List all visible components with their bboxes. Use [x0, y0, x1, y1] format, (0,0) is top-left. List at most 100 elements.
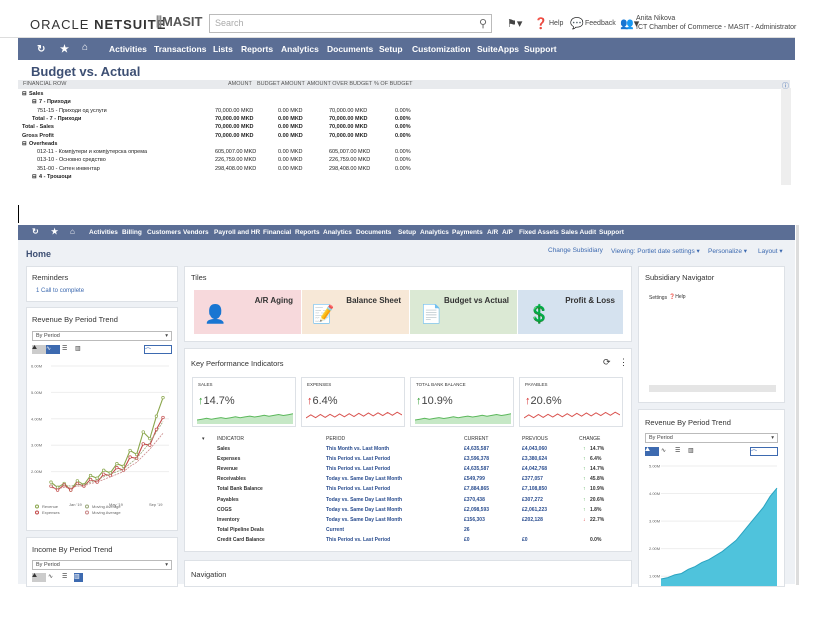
personalize-dropdown[interactable]: Personalize ▾ — [708, 248, 748, 255]
report-row[interactable]: Gross Profit 70,000.00 MKD 0.00 MKD 70,000.… — [22, 133, 782, 141]
collapse-toggle-icon[interactable]: ⊟ — [32, 99, 37, 106]
line-chart-icon[interactable]: ∿ — [46, 345, 60, 354]
tile-profit-loss[interactable]: Profit & Loss 💲 — [518, 290, 623, 334]
nav-activities[interactable]: Activities — [89, 229, 118, 236]
report-row[interactable]: ⊟ 4 - Трошоци — [22, 174, 782, 182]
report-row[interactable]: 012-11 - Компјутери и компјутерска опрем… — [22, 149, 782, 157]
report-row[interactable]: 013-10 - Основно средство 226,759.00 MKD 0… — [22, 157, 782, 165]
more-options-icon[interactable]: ⋮ — [619, 357, 628, 367]
kpi-period[interactable]: This Period vs. Last Period — [326, 536, 391, 543]
role-switch-icon[interactable]: 👥▾ — [620, 18, 640, 30]
star-icon[interactable]: ★ — [51, 227, 59, 236]
kpi-box[interactable]: EXPENSES ↑6.4% — [301, 377, 405, 427]
nav-suiteapps[interactable]: SuiteApps — [477, 44, 520, 54]
change-subsidiary-link[interactable]: Change Subsidiary — [548, 247, 603, 254]
report-row[interactable]: ⊟ Sales — [22, 91, 782, 99]
nav-activities[interactable]: Activities — [109, 44, 147, 54]
nav-customization[interactable]: Customization — [412, 44, 471, 54]
bar-h-chart-icon[interactable]: ☰ — [62, 574, 68, 580]
kpi-row[interactable]: Sales This Month vs. Last Month £4,635,587… — [185, 446, 625, 455]
trend-toggle-icon[interactable]: ⌒ — [750, 447, 778, 457]
nav-setup[interactable]: Setup — [379, 44, 403, 54]
layout-dropdown[interactable]: Layout ▾ — [758, 248, 783, 255]
nav-billing[interactable]: Billing — [122, 229, 142, 236]
oracle-netsuite-logo[interactable]: ORACLE NETSUITE — [30, 17, 167, 32]
search-icon[interactable]: ⚲ — [478, 18, 487, 30]
reminder-item[interactable]: 1 Call to complete — [36, 288, 85, 294]
report-row[interactable]: Total - 7 - Приходи 70,000.00 MKD 0.00 MKD… — [22, 116, 782, 124]
kpi-period[interactable]: This Period vs. Last Period — [326, 466, 391, 473]
nav-support[interactable]: Support — [524, 44, 557, 54]
nav-reports[interactable]: Reports — [241, 44, 274, 54]
kpi-row[interactable]: Receivables Today vs. Same Day Last Month… — [185, 476, 625, 485]
nav-financial[interactable]: Financial — [263, 229, 292, 236]
nav-vendors[interactable]: Vendors — [183, 229, 209, 236]
nav-setup[interactable]: Setup — [398, 229, 417, 236]
kpi-row[interactable]: Expenses This Period vs. Last Period £3,59… — [185, 456, 625, 465]
nav-fixed-assets[interactable]: Fixed Assets — [519, 229, 559, 236]
column-chart-icon[interactable]: ▥ — [75, 346, 81, 352]
nav-a-r[interactable]: A/R — [487, 229, 499, 236]
nav-analytics[interactable]: Analytics — [323, 229, 352, 236]
kpi-period[interactable]: Today vs. Same Day Last Month — [326, 496, 403, 503]
col-financial-row[interactable]: FINANCIAL ROW — [23, 81, 67, 87]
kpi-row[interactable]: COGS Today vs. Same Day Last Month £2,098,… — [185, 507, 625, 516]
period-select[interactable]: By Period ▾ — [645, 433, 778, 443]
nav-a-p[interactable]: A/P — [502, 229, 513, 236]
kpi-box[interactable]: SALES ↑14.7% — [192, 377, 296, 427]
kpi-row[interactable]: Total Bank Balance This Period vs. Last P… — [185, 486, 625, 495]
col-budget-amount[interactable]: BUDGET AMOUNT — [257, 81, 305, 87]
nav-transactions[interactable]: Transactions — [154, 44, 207, 54]
column-chart-icon[interactable]: ▥ — [74, 573, 83, 582]
bar-h-chart-icon[interactable]: ☰ — [675, 448, 681, 454]
tile-ar-aging[interactable]: A/R Aging 👤 — [194, 290, 301, 334]
kpi-period[interactable]: This Month vs. Last Month — [326, 446, 390, 452]
help-link[interactable]: ❓Help — [669, 294, 686, 300]
col-amount[interactable]: AMOUNT — [228, 81, 252, 87]
info-icon[interactable]: ⓘ — [782, 83, 789, 90]
report-row[interactable]: 351-00 - Ситен инвентар 298,408.00 MKD 0.0… — [22, 166, 782, 174]
report-row[interactable]: ⊟ 7 - Приходи — [22, 99, 782, 107]
report-scrollbar[interactable] — [781, 88, 791, 185]
nav-lists[interactable]: Lists — [213, 44, 233, 54]
kpi-box[interactable]: PAYABLES ↑20.6% — [519, 377, 623, 427]
recent-icon[interactable]: ↻ — [37, 44, 46, 55]
nav-analytics[interactable]: Analytics — [420, 229, 449, 236]
nav-sales-audit[interactable]: Sales Audit — [561, 229, 597, 236]
viewing-dropdown[interactable]: Viewing: Portlet date settings ▾ — [611, 248, 700, 255]
page-scrollbar[interactable] — [796, 225, 799, 585]
col-over-budget[interactable]: AMOUNT OVER BUDGET — [307, 81, 373, 87]
trend-toggle-icon[interactable]: ⌒ — [144, 345, 172, 355]
kpi-row[interactable]: Credit Card Balance This Period vs. Last … — [185, 537, 625, 546]
tile-balance-sheet[interactable]: Balance Sheet 📝 — [302, 290, 409, 334]
period-select[interactable]: By Period ▾ — [32, 560, 172, 570]
nav-documents[interactable]: Documents — [356, 229, 392, 236]
area-chart-icon[interactable]: ⛰ — [645, 447, 659, 456]
help-link[interactable]: Help — [549, 20, 564, 27]
nav-reports[interactable]: Reports — [295, 229, 320, 236]
kpi-period[interactable]: This Period vs. Last Period — [326, 486, 391, 493]
report-row[interactable]: 751-15 - Приходи од услуги 70,000.00 MKD 0… — [22, 108, 782, 116]
area-chart-icon[interactable]: ⛰ — [32, 573, 46, 582]
recent-icon[interactable]: ↻ — [32, 227, 39, 236]
collapse-toggle-icon[interactable]: ⊟ — [22, 140, 27, 147]
home-icon[interactable]: ⌂ — [82, 42, 89, 53]
kpi-box[interactable]: TOTAL BANK BALANCE ↑10.9% — [410, 377, 514, 427]
nav-payroll-and-hr[interactable]: Payroll and HR — [214, 229, 261, 236]
horizontal-scrollbar[interactable] — [649, 385, 776, 392]
home-icon[interactable]: ⌂ — [70, 227, 75, 236]
help-icon[interactable]: ❓ — [534, 18, 548, 30]
feedback-icon[interactable]: 💬 — [570, 18, 584, 30]
nav-documents[interactable]: Documents — [327, 44, 374, 54]
nav-customers[interactable]: Customers — [147, 229, 181, 236]
kpi-period[interactable]: Current — [326, 526, 345, 533]
global-search-input[interactable]: Search ⚲ — [209, 14, 492, 33]
collapse-toggle-icon[interactable]: ⊟ — [22, 91, 27, 97]
kpi-row[interactable]: Payables Today vs. Same Day Last Month £37… — [185, 497, 625, 506]
kpi-period[interactable]: Today vs. Same Day Last Month — [326, 476, 403, 483]
line-chart-icon[interactable]: ∿ — [48, 574, 54, 580]
bar-h-chart-icon[interactable]: ☰ — [62, 346, 68, 352]
feedback-link[interactable]: Feedback — [585, 20, 616, 27]
star-icon[interactable]: ★ — [60, 44, 69, 55]
tile-budget-vs-actual[interactable]: Budget vs Actual 📄 — [410, 290, 517, 334]
